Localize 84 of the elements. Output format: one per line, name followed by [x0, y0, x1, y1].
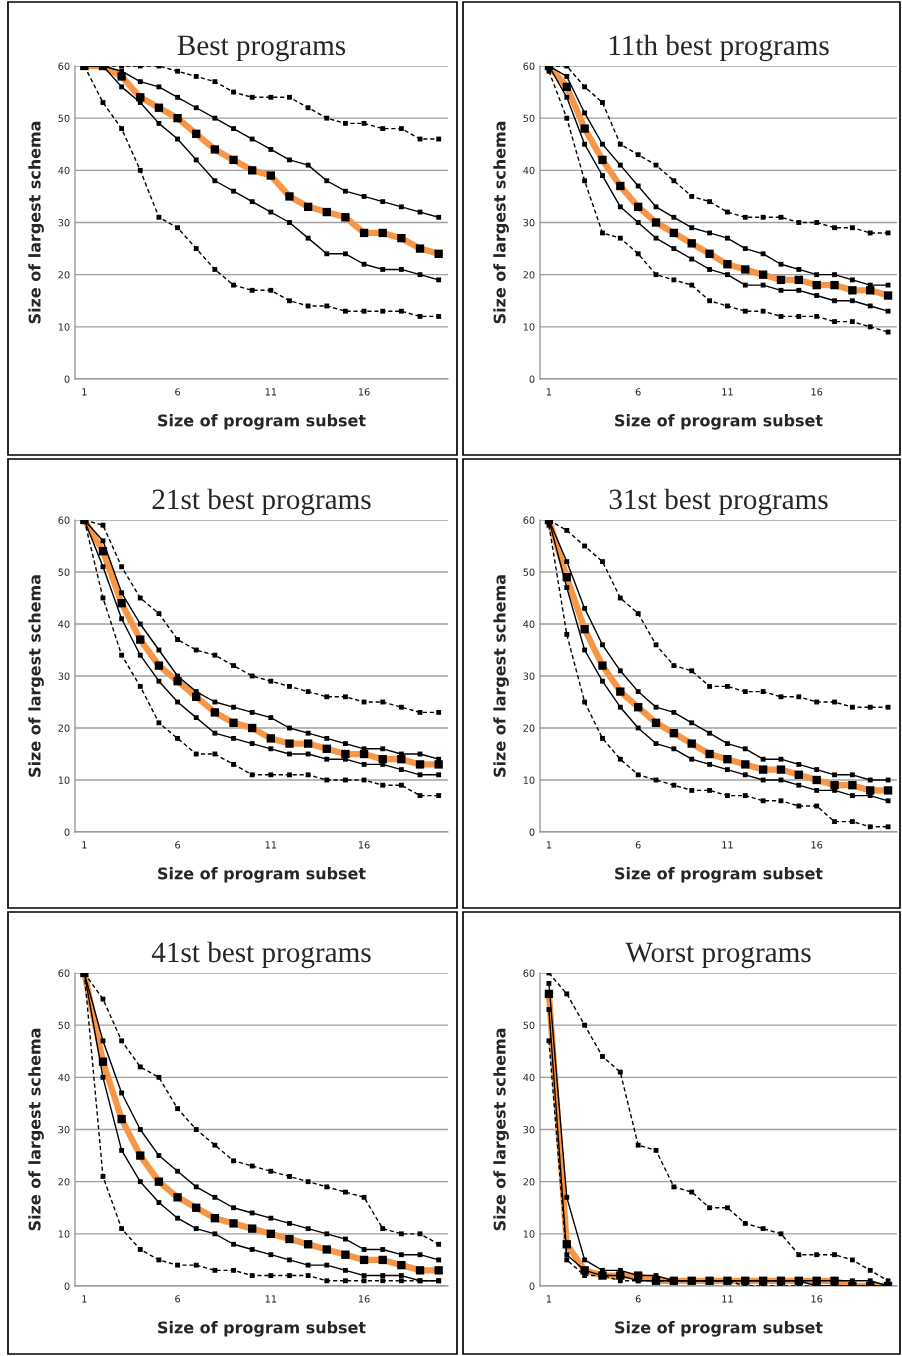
y-axis-title: Size of largest schema — [28, 575, 44, 777]
chart-title: 31st best programs — [609, 488, 828, 516]
y-tick-label: 40 — [523, 620, 535, 628]
y-tick-label: 20 — [58, 271, 70, 279]
y-tick-label: 10 — [523, 776, 535, 784]
y-tick-label: 30 — [58, 1125, 70, 1134]
y-axis-title: Size of largest schema — [493, 121, 509, 324]
x-axis-title: Size of program subset — [158, 414, 366, 430]
y-tick-label: 30 — [523, 218, 535, 227]
y-tick-label: 60 — [523, 516, 535, 524]
x-tick-label: 11 — [722, 1295, 733, 1303]
y-tick-label: 10 — [523, 1230, 535, 1238]
chart-title: Best programs — [177, 35, 346, 62]
y-tick-label: 60 — [523, 62, 535, 70]
y-tick-label: 60 — [58, 969, 70, 977]
y-tick-label: 30 — [58, 672, 70, 680]
y-tick-label: 40 — [58, 1073, 70, 1082]
x-axis-title: Size of program subset — [615, 867, 823, 883]
y-tick-label: 10 — [58, 323, 70, 331]
y-tick-label: 50 — [523, 568, 535, 576]
y-tick-label: 0 — [529, 375, 535, 383]
y-tick-label: 40 — [58, 620, 70, 628]
y-tick-label: 20 — [58, 1178, 70, 1186]
x-tick-label: 16 — [811, 1295, 823, 1303]
x-tick-label: 16 — [811, 841, 823, 849]
x-axis-title: Size of program subset — [158, 867, 366, 883]
chart-title: 41st best programs — [151, 941, 371, 969]
y-tick-label: 50 — [58, 114, 70, 122]
y-tick-label: 0 — [64, 375, 70, 383]
x-tick-label: 6 — [635, 388, 641, 396]
chart-title: 21st best programs — [152, 488, 371, 516]
y-tick-label: 10 — [58, 776, 70, 784]
x-tick-label: 11 — [722, 388, 733, 396]
x-tick-label: 1 — [546, 841, 552, 849]
x-tick-label: 11 — [722, 841, 733, 849]
y-tick-label: 0 — [529, 828, 535, 836]
x-tick-label: 6 — [175, 1295, 181, 1303]
x-axis-title: Size of program subset — [615, 1321, 823, 1337]
chart-title: 11th best programs — [609, 34, 829, 62]
y-tick-label: 30 — [523, 672, 535, 680]
x-tick-label: 16 — [811, 388, 823, 396]
x-tick-label: 11 — [265, 1295, 277, 1303]
x-tick-label: 1 — [82, 388, 87, 396]
x-tick-label: 1 — [82, 1295, 87, 1303]
y-tick-label: 20 — [58, 724, 70, 732]
y-tick-label: 20 — [523, 271, 535, 279]
y-tick-label: 20 — [523, 1178, 535, 1186]
x-tick-label: 6 — [635, 1295, 641, 1303]
y-tick-label: 10 — [523, 323, 535, 331]
x-tick-label: 6 — [175, 841, 181, 849]
y-tick-label: 10 — [58, 1230, 70, 1238]
x-tick-label: 16 — [358, 1295, 370, 1303]
x-tick-label: 1 — [82, 841, 87, 849]
x-tick-label: 1 — [546, 388, 552, 396]
y-tick-label: 40 — [58, 166, 70, 175]
y-tick-label: 40 — [523, 166, 535, 175]
x-tick-label: 16 — [358, 841, 370, 849]
chart-title: Worst programs — [625, 942, 811, 969]
x-axis-title: Size of program subset — [615, 414, 823, 430]
y-tick-label: 0 — [64, 828, 70, 836]
x-tick-label: 6 — [175, 388, 181, 396]
x-tick-label: 6 — [635, 841, 641, 849]
y-tick-label: 0 — [64, 1282, 70, 1290]
y-tick-label: 40 — [523, 1073, 535, 1082]
y-tick-label: 50 — [58, 1021, 70, 1029]
x-axis-title: Size of program subset — [158, 1321, 366, 1337]
y-axis-title: Size of largest schema — [493, 575, 509, 777]
x-tick-label: 16 — [358, 388, 370, 396]
y-tick-label: 50 — [58, 568, 70, 576]
y-tick-label: 60 — [58, 62, 70, 70]
y-axis-title: Size of largest schema — [28, 121, 44, 324]
y-tick-label: 30 — [523, 1125, 535, 1134]
y-tick-label: 20 — [523, 724, 535, 732]
x-tick-label: 11 — [265, 841, 277, 849]
y-tick-label: 60 — [523, 969, 535, 977]
x-tick-label: 1 — [546, 1295, 552, 1303]
y-tick-label: 50 — [523, 1021, 535, 1029]
y-tick-label: 30 — [58, 218, 70, 227]
y-axis-title: Size of largest schema — [28, 1028, 44, 1231]
y-tick-label: 50 — [523, 114, 535, 122]
y-axis-title: Size of largest schema — [493, 1028, 509, 1231]
y-tick-label: 0 — [529, 1282, 535, 1290]
y-tick-label: 60 — [58, 516, 70, 524]
x-tick-label: 11 — [265, 388, 277, 396]
